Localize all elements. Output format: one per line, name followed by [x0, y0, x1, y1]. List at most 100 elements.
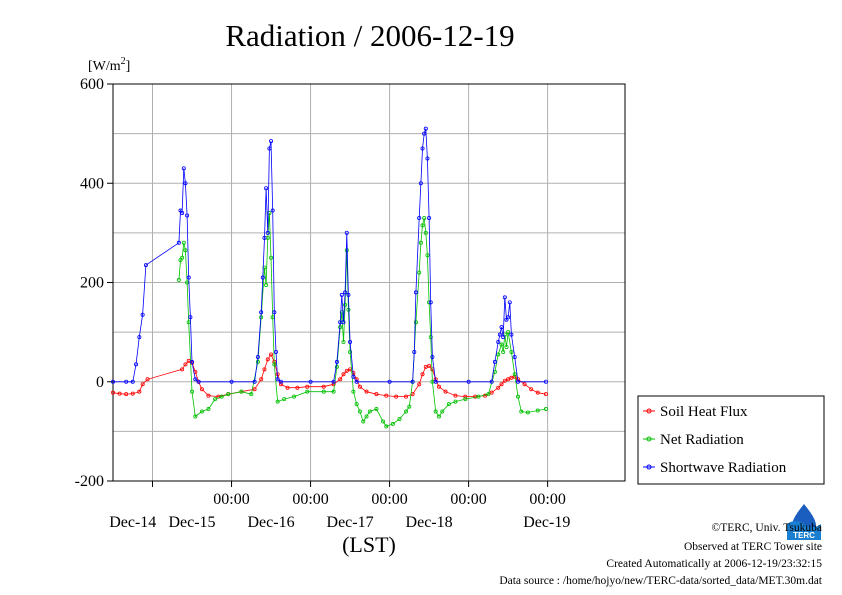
data-point	[278, 382, 283, 387]
data-point	[380, 419, 385, 424]
data-point	[499, 325, 504, 330]
data-point	[265, 357, 270, 362]
data-point	[264, 282, 269, 287]
data-point	[255, 359, 260, 364]
data-point	[331, 379, 336, 384]
data-point	[512, 372, 517, 377]
data-point	[504, 345, 509, 350]
data-point	[506, 330, 511, 335]
data-point	[193, 377, 198, 382]
data-point	[181, 166, 186, 171]
series-line	[178, 212, 547, 427]
data-point	[463, 397, 468, 402]
data-point	[407, 404, 412, 409]
data-point	[354, 379, 359, 384]
data-point	[436, 414, 441, 419]
data-point	[466, 379, 471, 384]
data-point	[262, 235, 267, 240]
data-point	[183, 248, 188, 253]
data-point	[428, 300, 433, 305]
data-point	[267, 146, 272, 151]
data-point	[436, 384, 441, 389]
data-point	[272, 310, 277, 315]
data-point	[502, 378, 507, 383]
data-point	[357, 384, 362, 389]
data-point	[515, 379, 520, 384]
data-point	[269, 352, 274, 357]
data-point	[343, 302, 348, 307]
data-point	[420, 223, 425, 228]
x-day-label: Dec-14	[109, 514, 156, 531]
data-point	[364, 389, 369, 394]
data-point	[499, 342, 504, 347]
data-point	[497, 332, 502, 337]
x-axis-label: (LST)	[342, 532, 396, 557]
data-point	[412, 349, 417, 354]
data-point	[357, 409, 362, 414]
legend-swatch-marker	[646, 464, 652, 470]
legend: Soil Heat Flux Net Radiation Shortwave Rad…	[637, 395, 825, 485]
y-tick-label: 200	[80, 275, 104, 292]
data-point	[361, 419, 366, 424]
data-point	[394, 394, 399, 399]
data-point	[351, 389, 356, 394]
data-point	[331, 382, 336, 387]
data-point	[180, 211, 185, 216]
data-point	[190, 389, 195, 394]
data-point	[428, 335, 433, 340]
data-point	[183, 362, 188, 367]
data-point	[506, 315, 511, 320]
data-point	[417, 215, 422, 220]
data-point	[140, 382, 145, 387]
data-point	[264, 186, 269, 191]
data-point	[137, 389, 142, 394]
data-point	[143, 263, 148, 268]
x-day-label: Dec-18	[406, 514, 453, 531]
data-point	[417, 382, 422, 387]
data-point	[226, 392, 231, 397]
data-point	[453, 399, 458, 404]
data-point	[509, 332, 514, 337]
data-series	[111, 126, 548, 429]
data-point	[180, 255, 185, 260]
data-point	[374, 392, 379, 397]
data-point	[535, 390, 540, 395]
data-point	[140, 312, 145, 317]
data-point	[196, 379, 201, 384]
data-point	[190, 359, 195, 364]
data-point	[384, 393, 389, 398]
data-point	[185, 213, 190, 218]
data-point	[331, 389, 336, 394]
data-point	[193, 414, 198, 419]
data-point	[272, 362, 277, 367]
data-point	[339, 292, 344, 297]
data-point	[344, 368, 349, 373]
data-point	[341, 372, 346, 377]
data-point	[338, 377, 343, 382]
data-point	[321, 389, 326, 394]
data-point	[275, 377, 280, 382]
data-point	[453, 393, 458, 398]
data-point	[269, 139, 274, 144]
data-point	[260, 275, 265, 280]
data-point	[176, 278, 181, 283]
data-point	[269, 255, 274, 260]
x-time-tick-label: 00:00	[213, 491, 249, 508]
data-point	[410, 379, 415, 384]
y-tick-label: 400	[80, 175, 104, 192]
data-point	[270, 208, 275, 213]
data-point	[134, 362, 139, 367]
legend-label: Shortwave Radiation	[660, 460, 787, 476]
data-point	[433, 409, 438, 414]
data-point	[348, 340, 353, 345]
data-point	[213, 397, 218, 402]
data-point	[111, 390, 116, 395]
data-point	[515, 394, 520, 399]
logo-text: TERC	[793, 531, 815, 540]
credits: ©TERC, Univ. Tsukuba Observed at TERC To…	[499, 522, 822, 587]
data-point	[420, 146, 425, 151]
data-point	[502, 295, 507, 300]
data-point	[346, 292, 351, 297]
data-point	[427, 215, 432, 220]
data-point	[387, 379, 392, 384]
